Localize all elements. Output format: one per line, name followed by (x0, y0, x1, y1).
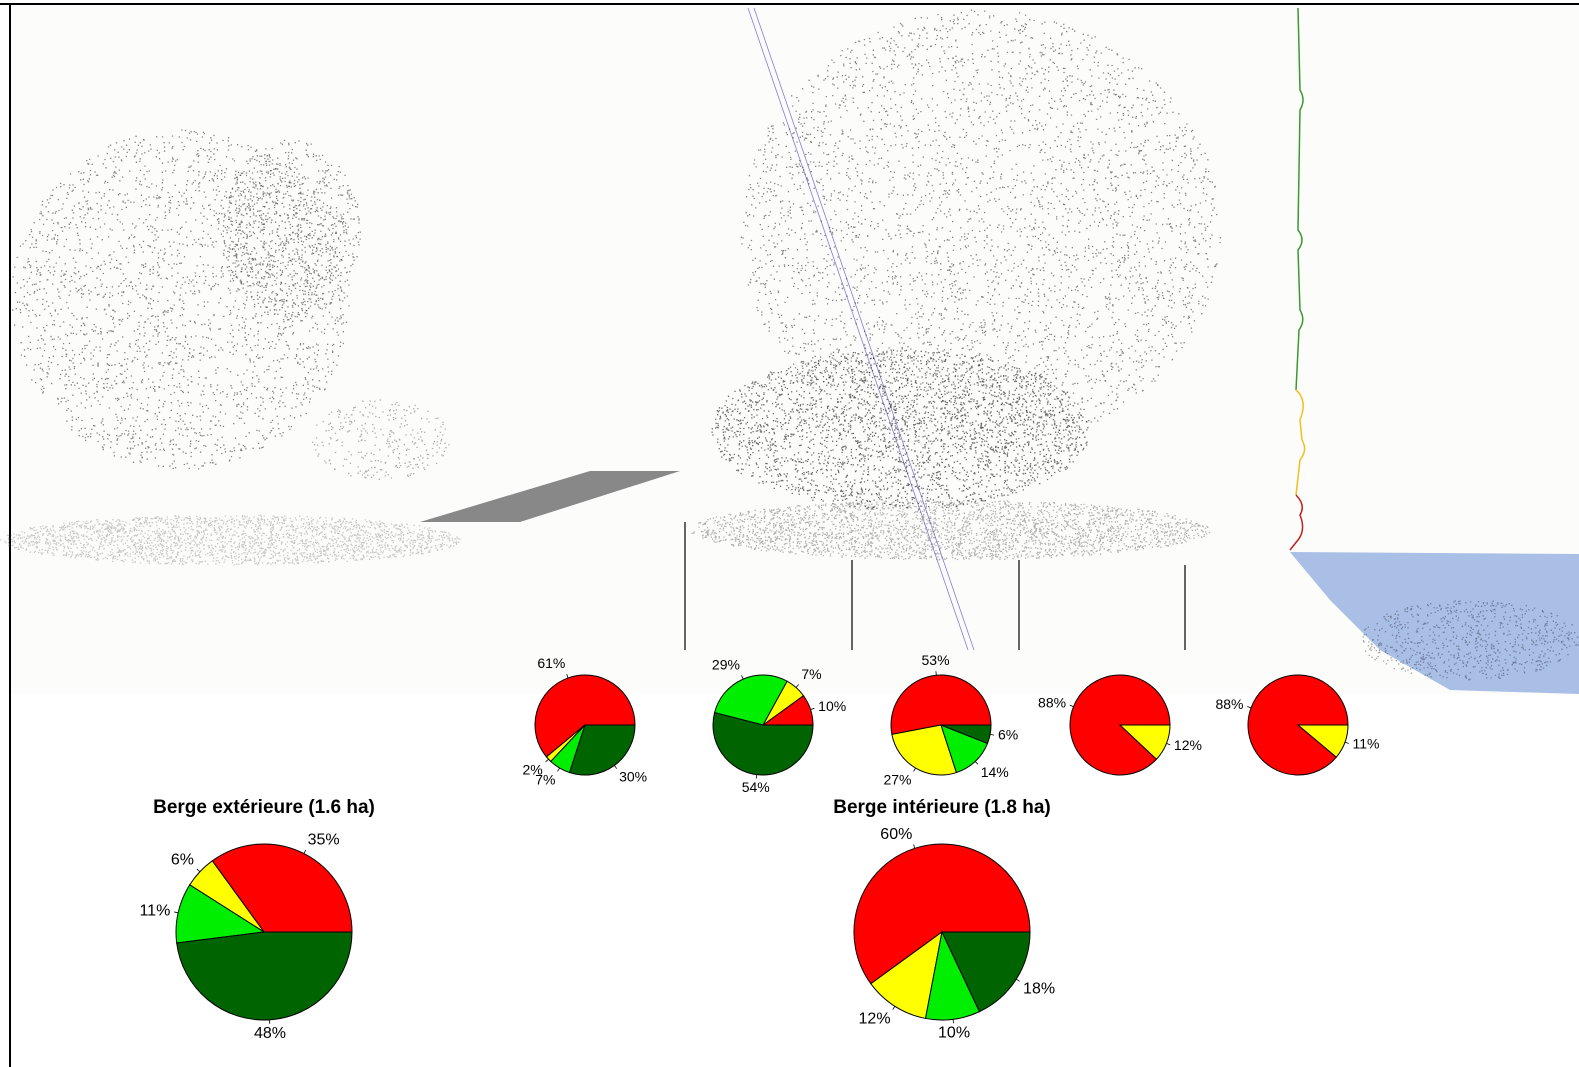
label-leader (990, 733, 995, 736)
slice-label: 88% (1215, 696, 1243, 712)
label-leader (566, 674, 569, 679)
pie-slice (870, 930, 943, 1020)
label-leader (1069, 704, 1074, 707)
profile-markers (684, 522, 1186, 650)
pie-slice (853, 843, 1031, 985)
label-leader (1016, 978, 1020, 982)
slice-label: 6% (998, 727, 1018, 743)
pie-title: Berge intérieure (1.8 ha) (833, 797, 1051, 818)
label-leader (1247, 706, 1252, 709)
pie-slice (211, 843, 353, 933)
pie-slice (890, 674, 992, 735)
point-cloud-cluster (740, 9, 1221, 450)
label-leader (810, 707, 815, 710)
pie-charts: 61%2%7% 30%10%7%29%54%53%27% 14%6%88%12%88… (139, 652, 1379, 1042)
label-leader (952, 1019, 954, 1024)
slice-label: 88% (1038, 694, 1066, 710)
survey-line (747, 7, 975, 651)
height-profile (1289, 7, 1306, 551)
slice-label: 61% (537, 655, 565, 671)
point-cloud-cluster (1362, 600, 1579, 681)
label-leader (1344, 741, 1349, 744)
slice-label: 12% (859, 1010, 891, 1027)
label-leader (557, 767, 560, 772)
label-leader (795, 684, 800, 688)
bridge-slab (420, 471, 680, 522)
pie-title: Berge extérieure (1.6 ha) (153, 797, 375, 818)
slice-label: 7% (535, 772, 555, 788)
pie-slice (534, 674, 636, 758)
pie-slice (176, 931, 353, 1021)
label-leader (545, 758, 549, 763)
pie-slice (713, 674, 788, 726)
label-leader (741, 675, 744, 680)
slice-label: 10% (818, 698, 846, 714)
slice-label: 48% (254, 1025, 286, 1042)
slice-label: 60% (880, 826, 912, 843)
label-leader (196, 868, 201, 873)
survey-line-b (753, 7, 975, 651)
label-leader (614, 765, 618, 769)
label-leader (974, 761, 979, 765)
label-leader (913, 767, 916, 772)
pie-slice (941, 931, 1031, 1013)
pie-slice (891, 724, 958, 776)
water (1290, 552, 1579, 694)
frame (0, 3, 1579, 1067)
label-leader (1166, 743, 1171, 746)
slice-label: 27% (883, 772, 911, 788)
label-leader (174, 911, 179, 914)
point-cloud-cluster (312, 399, 450, 480)
profile-red (1289, 494, 1304, 551)
pie-slice (1296, 724, 1349, 758)
point-cloud (0, 9, 1579, 681)
slice-label: 11% (1353, 736, 1380, 752)
pie-slice (1118, 724, 1171, 760)
point-cloud-cluster (12, 129, 350, 470)
slice-label: 6% (171, 852, 194, 869)
slice-label: 53% (922, 652, 950, 668)
label-leader (303, 849, 307, 854)
label-leader (755, 774, 758, 779)
point-cloud-cluster (691, 499, 1211, 561)
pie-slice (712, 711, 814, 776)
slice-label: 10% (938, 1024, 970, 1041)
slice-label: 30% (619, 769, 647, 785)
label-leader (892, 1006, 896, 1010)
slice-label: 18% (1023, 981, 1055, 998)
slice-label: 35% (308, 832, 340, 849)
slice-label: 54% (742, 779, 770, 795)
slice-label: 29% (712, 656, 740, 672)
point-cloud-cluster (221, 139, 361, 321)
point-cloud-cluster (711, 349, 1090, 510)
profile-green (1295, 7, 1304, 391)
slice-label: 2% (522, 761, 542, 777)
profile-yellow (1295, 389, 1306, 496)
point-cloud-cluster (0, 514, 461, 566)
slice-label: 7% (801, 666, 821, 682)
slice-label: 11% (139, 902, 170, 919)
survey-line-a (747, 7, 969, 651)
label-leader (913, 844, 916, 849)
slice-label: 14% (981, 764, 1009, 780)
slice-label: 12% (1174, 737, 1202, 753)
